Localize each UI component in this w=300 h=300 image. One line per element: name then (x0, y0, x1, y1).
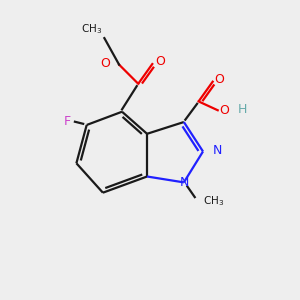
Text: O: O (100, 57, 110, 70)
Text: N: N (212, 144, 222, 158)
Text: F: F (64, 115, 71, 128)
Text: CH$_3$: CH$_3$ (203, 194, 224, 208)
Text: O: O (214, 73, 224, 85)
Text: O: O (219, 104, 229, 117)
Text: O: O (155, 55, 165, 68)
Text: CH$_3$: CH$_3$ (81, 22, 102, 36)
Text: H: H (238, 103, 247, 116)
Text: N: N (180, 176, 189, 189)
